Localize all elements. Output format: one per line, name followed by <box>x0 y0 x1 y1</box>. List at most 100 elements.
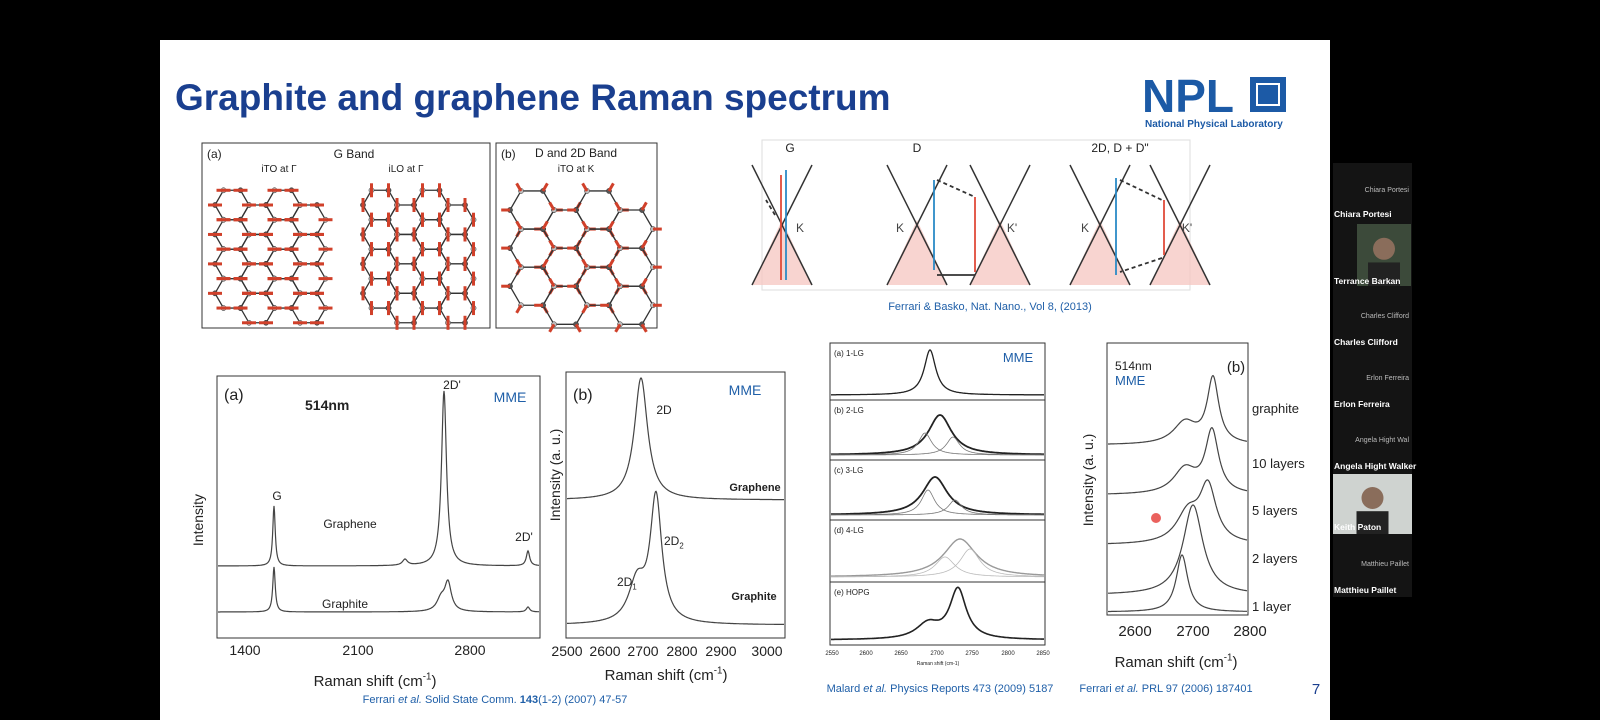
x-tick-label: 2700 <box>930 651 944 657</box>
displacement-arrow <box>581 258 589 268</box>
text-part: et al. <box>1115 683 1139 695</box>
curve-label: Graphite <box>731 591 776 603</box>
participant-body <box>1356 511 1389 534</box>
peak-label: 2D <box>656 403 672 417</box>
x-tick-label: 2700 <box>1176 623 1209 640</box>
text-part: 1 <box>632 583 636 592</box>
spectrum-curve <box>218 390 539 567</box>
spectrum-a-frame <box>216 375 541 639</box>
text-part: ) <box>1232 654 1237 671</box>
x-tick-label: 2100 <box>342 642 373 658</box>
displacement-arrow <box>548 239 556 249</box>
participant-head <box>1373 237 1395 260</box>
panel-label: (b) <box>501 147 516 161</box>
curve-label: graphite <box>1252 401 1299 416</box>
text-part: ) <box>722 667 727 684</box>
spectrum-curve <box>1108 374 1248 445</box>
cone-line <box>886 164 948 286</box>
cone-line <box>1149 164 1211 286</box>
text-part: (1-2) (2007) 47-57 <box>538 694 627 706</box>
displacement-arrow <box>581 182 589 192</box>
participant-caption: Matthieu Paillet <box>1361 561 1409 568</box>
displacement-arrow <box>541 258 549 268</box>
displacement-arrow <box>640 277 648 287</box>
text-part: -1 <box>1224 652 1233 663</box>
valley-label: K <box>896 221 904 235</box>
participant-name: Erlon Ferreira <box>1334 399 1390 409</box>
x-tick-label: 2600 <box>859 651 873 657</box>
text-part: -1 <box>423 671 432 682</box>
x-axis-label: Raman shift (cm-1) <box>314 671 437 690</box>
mode-label: iTO at K <box>558 164 595 175</box>
displacement-arrow <box>548 323 556 333</box>
cone-fill <box>1150 220 1210 285</box>
text-part: Raman shift (cm <box>605 667 714 684</box>
panel-label: (b) <box>1227 359 1245 376</box>
peak-label: 2D1 <box>617 575 637 592</box>
logo-text: NPL <box>1142 70 1234 122</box>
peak-label: 2D' <box>515 530 533 544</box>
displacement-arrow <box>515 258 523 268</box>
text-part: -1 <box>714 665 723 676</box>
logo-subtitle: National Physical Laboratory <box>1145 119 1283 130</box>
valley-label: K <box>1081 221 1089 235</box>
x-tick-label: 1400 <box>229 642 260 658</box>
logo-emblem <box>1250 77 1286 112</box>
displacement-arrow <box>640 201 648 211</box>
x-axis-label: Raman shift (cm-1) <box>1115 652 1238 671</box>
process-label: D <box>913 141 922 155</box>
panel-label: (a) <box>224 387 244 404</box>
spectrum-curve <box>831 548 1044 578</box>
panel-label: (d) 4-LG <box>834 526 864 535</box>
x-tick-label: 2800 <box>454 642 485 658</box>
curve-label: 1 layer <box>1252 599 1292 614</box>
slide-number: 7 <box>1312 681 1320 698</box>
y-axis-label: Intensity (a. u.) <box>1080 434 1096 527</box>
participant-name: Charles Clifford <box>1334 337 1398 347</box>
valley-label: K <box>796 221 804 235</box>
citation: Malard et al. Physics Reports 473 (2009)… <box>827 683 1054 695</box>
participant-name: Angela Hight Walker <box>1334 461 1417 471</box>
cone-fill <box>970 220 1030 285</box>
panel-label: (b) <box>573 387 593 404</box>
panel-label: (c) 3-LG <box>834 466 863 475</box>
dispersion-box <box>761 139 1191 291</box>
curve-label: 10 layers <box>1252 456 1305 471</box>
x-tick-label: 2750 <box>965 651 979 657</box>
transition-arrow <box>1119 179 1163 201</box>
text-part: Ferrari <box>1079 683 1114 695</box>
cone-line <box>1069 164 1131 286</box>
participant-head <box>1361 487 1384 509</box>
spectrum-thickness-frame <box>1106 342 1249 616</box>
displacement-arrow <box>515 220 523 230</box>
text-part: Raman shift (cm <box>314 673 423 690</box>
spectrum-b-frame <box>565 371 786 639</box>
participant-name: Terrance Barkan <box>1334 276 1400 286</box>
valley-label: K' <box>1182 221 1192 235</box>
spectrum-curve <box>1107 479 1248 545</box>
text-part: Ferrari <box>363 694 398 706</box>
panel-label: (e) HOPG <box>834 588 870 597</box>
laser-label: 514nm <box>305 397 349 413</box>
transition-arrow <box>765 199 776 216</box>
pointer <box>1151 513 1161 523</box>
text-part: Physics Reports 473 (2009) 5187 <box>887 683 1053 695</box>
panel-label: (a) 1-LG <box>834 349 864 358</box>
x-tick-label: 2550 <box>825 651 839 657</box>
x-tick-label: 2500 <box>551 643 582 659</box>
text-part: 143 <box>520 694 538 706</box>
displacement-arrow <box>640 323 648 333</box>
text-part: Raman shift (cm <box>1115 654 1224 671</box>
spectrum-curve <box>1108 504 1248 594</box>
displacement-arrow <box>614 323 622 333</box>
x-tick-label: 2800 <box>666 643 697 659</box>
process-label: 2D, D + D" <box>1091 141 1148 155</box>
spectrum-curve <box>831 538 1045 577</box>
cone-line <box>751 164 813 286</box>
cone-fill <box>752 220 812 285</box>
cone-fill <box>887 220 947 285</box>
citation: Ferrari et al. PRL 97 (2006) 187401 <box>1079 683 1252 695</box>
x-tick-label: 2850 <box>1036 651 1050 657</box>
valley-label: K' <box>1007 221 1017 235</box>
displacement-arrow <box>548 277 556 287</box>
